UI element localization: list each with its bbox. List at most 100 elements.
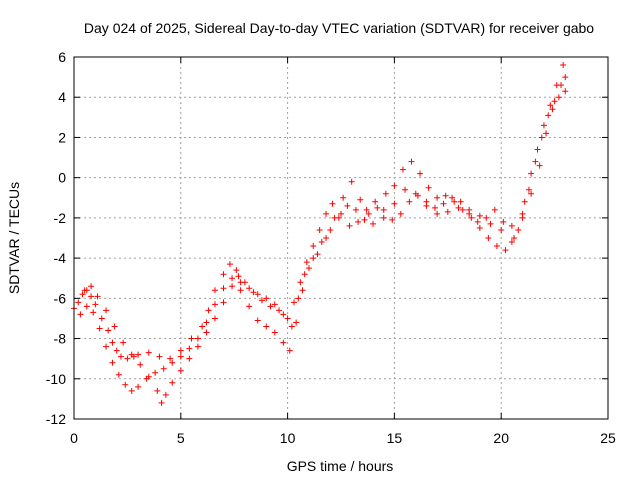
data-point [211,301,218,308]
data-point [374,204,381,211]
data-point [434,210,441,217]
data-point [508,222,515,229]
x-tick-label: 5 [177,430,185,446]
data-point [301,271,308,278]
data-point [250,289,257,296]
data-point [468,214,475,221]
data-point [263,323,270,330]
data-point [199,323,206,330]
data-point [493,243,500,250]
data-point [498,226,505,233]
data-point [280,339,287,346]
data-point [194,343,201,350]
data-point [357,196,364,203]
data-point [188,335,195,342]
data-point [237,287,244,294]
data-point [263,295,270,302]
data-point [111,323,118,330]
data-point [457,198,464,205]
data-point [417,170,424,177]
data-point [103,343,110,350]
x-tick-label: 25 [600,430,616,446]
data-point [152,369,159,376]
data-point [382,190,389,197]
data-point [158,399,165,406]
data-point [323,235,330,241]
data-point [485,235,492,241]
data-point [295,295,302,302]
data-point [434,194,441,201]
data-point [449,194,456,201]
data-point [254,291,261,298]
data-point [551,98,558,105]
data-point [474,218,481,225]
data-point [288,323,295,330]
data-point [327,226,334,233]
data-point [211,315,218,322]
data-point [459,206,466,213]
data-point [502,247,509,254]
data-point [109,359,116,366]
data-point [160,365,167,372]
data-point [113,347,120,354]
data-point [220,271,227,278]
data-point [323,210,330,217]
data-point [515,226,522,233]
data-point [560,62,567,69]
data-point [271,301,278,308]
data-point [145,373,152,380]
data-point [491,206,498,213]
data-point [194,335,201,342]
data-point [154,387,161,394]
data-point [293,319,300,326]
series-track-c [81,62,567,406]
data-point [380,214,387,221]
data-point [545,112,552,119]
data-point [540,122,547,129]
plot-frame [73,56,609,420]
data-point [519,214,526,221]
data-point [314,251,321,258]
data-point [186,355,193,362]
data-point [352,206,359,213]
data-point [203,329,210,336]
data-point [344,202,351,209]
data-point [476,224,483,231]
data-point [246,285,253,292]
data-point [115,371,122,378]
y-tick-label: -6 [54,290,67,306]
x-tick-label: 0 [70,430,78,446]
data-point [372,198,379,205]
data-point [135,351,142,358]
grid-layer [74,57,608,419]
data-point [562,74,569,81]
data-point [94,293,101,300]
data-point [547,102,554,109]
data-point [246,303,253,310]
data-point [211,287,218,294]
data-point [267,303,274,310]
data-point [391,200,398,207]
data-point [402,186,409,193]
data-point [525,186,532,193]
data-point [169,379,176,386]
y-tick-label: -12 [46,411,66,427]
data-point [167,355,174,362]
x-tick-label: 10 [280,430,296,446]
y-tick-label: -10 [46,371,66,387]
data-point [205,307,212,314]
data-point [92,301,99,308]
data-point [361,216,368,223]
data-point [476,212,483,219]
data-point [128,351,135,358]
data-point [291,299,298,306]
data-point [128,387,135,394]
data-point [79,291,86,298]
data-point [440,200,447,207]
data-point [380,206,387,213]
data-point [423,198,430,205]
data-point [455,204,462,211]
data-point [508,239,515,246]
y-tick-label: -4 [54,250,67,266]
